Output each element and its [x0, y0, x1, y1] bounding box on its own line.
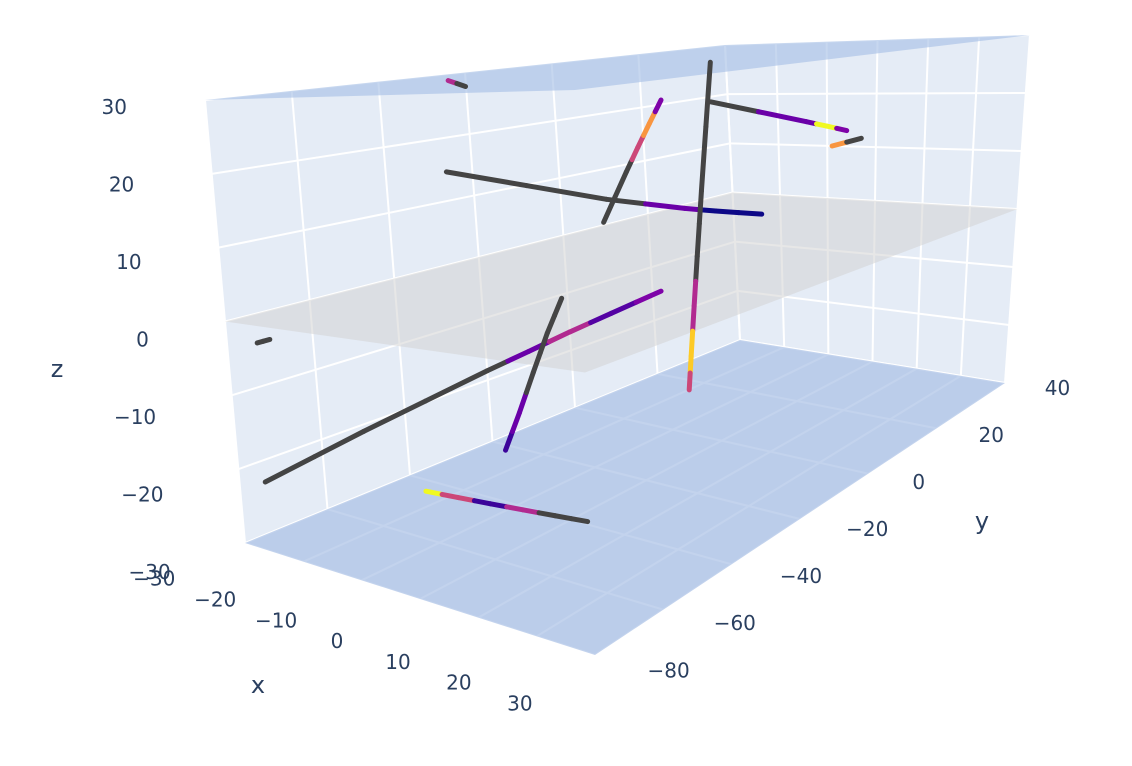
line-segment	[694, 221, 702, 259]
line-segment	[633, 288, 664, 305]
line-segment	[439, 491, 461, 501]
z-tick-label: 30	[102, 95, 127, 119]
z-tick-label: 0	[136, 327, 149, 351]
line-segment	[568, 516, 591, 525]
line-segment	[693, 253, 700, 284]
x-tick-label: 10	[385, 650, 410, 674]
line-segment	[601, 194, 618, 225]
line-segment	[708, 99, 761, 115]
line-segment	[537, 330, 550, 356]
line-segment	[530, 350, 543, 376]
y-tick-label: −20	[846, 517, 888, 541]
line-segment	[504, 504, 526, 513]
line-segment	[544, 313, 557, 336]
lines	[254, 59, 864, 525]
x-tick-label: 30	[507, 691, 532, 715]
z-axis-title: z	[51, 355, 64, 383]
line-segment	[652, 97, 664, 115]
line-segment	[471, 498, 494, 507]
grid-line	[729, 142, 1022, 152]
y-tick-label: −80	[648, 658, 690, 682]
line-segment	[523, 370, 536, 396]
line-segment	[551, 295, 565, 319]
plane	[245, 340, 1005, 655]
line-segment	[755, 109, 809, 125]
x-tick-label: −30	[133, 567, 175, 591]
line-segment	[552, 513, 574, 522]
y-tick-label: 20	[979, 423, 1004, 447]
line-segment	[361, 398, 428, 434]
z-tick-label: 20	[109, 172, 134, 196]
line-segment	[484, 358, 511, 374]
line-segment	[503, 429, 515, 453]
line-segment	[423, 488, 445, 497]
x-tick-label: −10	[255, 608, 297, 632]
line-segment	[422, 368, 490, 404]
line-segment	[455, 495, 477, 504]
line-segment	[697, 207, 719, 214]
x-axis-title: x	[251, 671, 265, 699]
planes	[205, 35, 1030, 655]
line-segment	[509, 410, 522, 435]
line-segment	[536, 510, 558, 519]
z-tick-label: 10	[116, 250, 141, 274]
line-segment	[686, 370, 693, 393]
line-segment	[682, 205, 703, 213]
line-segment	[454, 81, 469, 89]
line-segment	[691, 278, 699, 309]
grid-line	[218, 142, 731, 249]
line-segment	[829, 139, 850, 149]
line-segment	[834, 125, 850, 134]
line-segment	[736, 210, 765, 217]
z-tick-label: −30	[129, 560, 171, 584]
z-tick-label: −10	[114, 405, 156, 429]
y-tick-label: −60	[714, 611, 756, 635]
line-segment	[443, 169, 529, 189]
z-tick-label: −20	[121, 482, 163, 506]
line-segment	[516, 390, 529, 416]
y-axis-title: y	[975, 507, 989, 535]
line-segment	[687, 353, 694, 376]
line-segment	[523, 183, 609, 202]
labels: −30−20−100102030−80−60−40−2002040−30−20−…	[102, 95, 1071, 716]
line-segment	[505, 348, 532, 364]
line-segment	[844, 135, 864, 145]
line-segment	[311, 428, 367, 460]
y-tick-label: 40	[1045, 376, 1070, 400]
line-segment	[696, 188, 704, 227]
x-tick-label: 0	[331, 629, 344, 653]
line-segment	[703, 59, 713, 130]
line-segment	[608, 299, 639, 316]
line-segment	[713, 208, 742, 216]
line-segment	[698, 124, 709, 194]
line-segment	[520, 507, 542, 516]
x-tick-label: −20	[194, 587, 236, 611]
line-segment	[612, 169, 629, 200]
line-segment	[688, 328, 696, 359]
y-tick-label: 0	[912, 470, 925, 494]
x-tick-label: 20	[446, 671, 471, 695]
line-segment	[546, 329, 573, 345]
line-segment	[260, 336, 273, 344]
line-segment	[567, 320, 594, 335]
plane	[225, 192, 1018, 373]
line-segment	[690, 303, 697, 334]
grid-line	[727, 92, 1026, 96]
plane	[205, 35, 1030, 100]
line-segment	[262, 454, 317, 485]
y-tick-label: −40	[780, 564, 822, 588]
line-segment	[643, 201, 688, 211]
line-segment	[588, 310, 614, 326]
line-segment	[488, 501, 510, 510]
grid-line	[211, 93, 728, 175]
